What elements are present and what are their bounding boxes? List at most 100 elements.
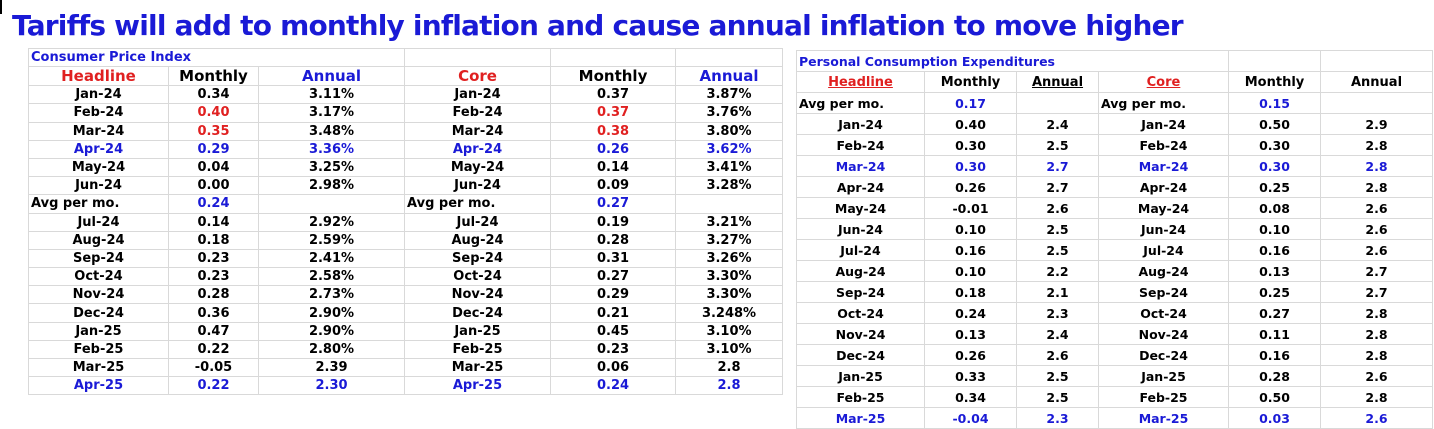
pce-core-monthly-header: Monthly: [1228, 71, 1321, 93]
pce-table: Personal Consumption Expenditures Headli…: [796, 50, 1433, 429]
cpi-core-annual-cell: 3.87%: [675, 85, 784, 105]
cpi-month-cell: Feb-25: [28, 339, 169, 360]
cpi-core-month-cell: Jan-25: [404, 321, 552, 341]
cpi-monthly-cell: 0.40: [168, 103, 259, 123]
cpi-table-row: Jan-24 0.34 3.11% Jan-24 0.37 3.87%: [28, 85, 784, 105]
pce-table-row: Aug-24 0.10 2.2 Aug-24 0.13 2.7: [796, 260, 1433, 282]
pce-monthly-cell: 0.24: [924, 302, 1017, 324]
pce-core-monthly-cell: 0.50: [1228, 113, 1321, 135]
pce-monthly-cell: -0.01: [924, 197, 1017, 219]
pce-core-monthly-cell: 0.10: [1228, 218, 1321, 240]
pce-empty-cell: [1320, 92, 1433, 114]
pce-month-cell: Nov-24: [796, 323, 925, 345]
pce-core-annual-cell: 2.8: [1320, 176, 1433, 198]
pce-monthly-cell: 0.10: [924, 260, 1017, 282]
cpi-annual-cell: 2.39: [257, 357, 406, 378]
pce-monthly-cell: 0.10: [924, 218, 1017, 240]
pce-month-cell: Sep-24: [796, 281, 925, 303]
pce-core-monthly-cell: 0.30: [1228, 155, 1321, 177]
cpi-annual-cell: 2.92%: [257, 212, 406, 232]
cpi-core-annual-cell: 3.62%: [675, 139, 784, 159]
pce-core-month-cell: Feb-24: [1098, 134, 1229, 156]
cpi-monthly-cell: 0.04: [168, 157, 259, 178]
pce-table-row: Mar-24 0.30 2.7 Mar-24 0.30 2.8: [796, 155, 1433, 177]
pce-annual-cell: 2.3: [1016, 407, 1099, 429]
cpi-core-month-cell: Nov-24: [404, 285, 552, 305]
cpi-core-avg-value: 0.27: [550, 194, 677, 214]
pce-monthly-cell: 0.30: [924, 155, 1017, 177]
cpi-monthly-cell: 0.36: [168, 303, 259, 323]
cpi-core-month-cell: Jul-24: [404, 212, 552, 232]
cpi-month-cell: Jun-24: [28, 176, 169, 196]
cpi-core-monthly-cell: 0.29: [550, 285, 677, 305]
cpi-core-month-cell: Sep-24: [404, 248, 552, 269]
cpi-monthly-cell: 0.23: [168, 248, 259, 269]
pce-month-cell: May-24: [796, 197, 925, 219]
cpi-table-row: Jul-24 0.14 2.92% Jul-24 0.19 3.21%: [28, 212, 784, 232]
pce-headline-header: Headline: [796, 71, 925, 93]
pce-annual-header: Annual: [1016, 71, 1099, 93]
pce-month-cell: Jan-25: [796, 365, 925, 387]
cpi-monthly-cell: 0.29: [168, 139, 259, 159]
cpi-annual-cell: 2.58%: [257, 267, 406, 287]
cpi-month-cell: Feb-24: [28, 103, 169, 123]
cpi-table-row: Aug-24 0.18 2.59% Aug-24 0.28 3.27%: [28, 230, 784, 250]
cpi-month-cell: Nov-24: [28, 285, 169, 305]
cpi-core-monthly-header: Monthly: [550, 66, 677, 87]
pce-month-cell: Jul-24: [796, 239, 925, 261]
cpi-core-monthly-cell: 0.27: [550, 267, 677, 287]
cpi-monthly-cell: 0.23: [168, 267, 259, 287]
pce-annual-cell: 2.3: [1016, 302, 1099, 324]
cpi-core-month-cell: Jun-24: [404, 176, 552, 196]
cpi-monthly-cell: 0.00: [168, 176, 259, 196]
cpi-core-month-cell: Apr-25: [404, 376, 552, 396]
pce-core-monthly-cell: 0.27: [1228, 302, 1321, 324]
pce-core-annual-cell: 2.6: [1320, 239, 1433, 261]
cpi-table-row: Jun-24 0.00 2.98% Jun-24 0.09 3.28%: [28, 176, 784, 196]
pce-month-cell: Aug-24: [796, 260, 925, 282]
pce-core-annual-cell: 2.8: [1320, 386, 1433, 408]
cpi-core-month-cell: Apr-24: [404, 139, 552, 159]
cpi-core-annual-cell: 3.30%: [675, 267, 784, 287]
pce-table-row: Nov-24 0.13 2.4 Nov-24 0.11 2.8: [796, 323, 1433, 345]
pce-core-annual-cell: 2.6: [1320, 218, 1433, 240]
page-title: Tariffs will add to monthly inflation an…: [12, 9, 1184, 42]
cpi-core-annual-cell: 3.248%: [675, 303, 784, 323]
cpi-core-monthly-cell: 0.19: [550, 212, 677, 232]
pce-core-monthly-cell: 0.16: [1228, 344, 1321, 366]
cpi-core-avg-label: Avg per mo.: [404, 194, 552, 214]
pce-annual-cell: 2.5: [1016, 239, 1099, 261]
cpi-table-row: Sep-24 0.23 2.41% Sep-24 0.31 3.26%: [28, 248, 784, 269]
cpi-month-cell: Aug-24: [28, 230, 169, 250]
pce-header-row: Headline Monthly Annual Core Monthly Ann…: [796, 71, 1433, 93]
pce-core-month-cell: Aug-24: [1098, 260, 1229, 282]
pce-avg-label: Avg per mo.: [796, 92, 925, 114]
pce-annual-cell: 2.1: [1016, 281, 1099, 303]
cpi-headline-header: Headline: [28, 66, 169, 87]
cpi-month-cell: Jul-24: [28, 212, 169, 232]
cpi-monthly-header: Monthly: [168, 66, 259, 87]
pce-core-avg-label: Avg per mo.: [1098, 92, 1229, 114]
pce-core-monthly-cell: 0.03: [1228, 407, 1321, 429]
cpi-core-monthly-cell: 0.38: [550, 121, 677, 141]
cpi-header-row: Headline Monthly Annual Core Monthly Ann…: [28, 66, 784, 87]
cpi-table-row: Nov-24 0.28 2.73% Nov-24 0.29 3.30%: [28, 285, 784, 305]
cpi-core-annual-cell: 3.26%: [675, 248, 784, 269]
pce-table-row: Jun-24 0.10 2.5 Jun-24 0.10 2.6: [796, 218, 1433, 240]
pce-table-row: Jul-24 0.16 2.5 Jul-24 0.16 2.6: [796, 239, 1433, 261]
cpi-monthly-cell: 0.28: [168, 285, 259, 305]
cpi-annual-cell: 2.41%: [257, 248, 406, 269]
pce-annual-cell: 2.6: [1016, 197, 1099, 219]
cpi-annual-cell: 2.80%: [257, 339, 406, 360]
cpi-monthly-cell: 0.35: [168, 121, 259, 141]
pce-core-month-cell: Oct-24: [1098, 302, 1229, 324]
pce-core-monthly-cell: 0.16: [1228, 239, 1321, 261]
cpi-core-monthly-cell: 0.21: [550, 303, 677, 323]
pce-core-month-cell: Mar-25: [1098, 407, 1229, 429]
cpi-month-cell: May-24: [28, 157, 169, 178]
cpi-core-month-cell: Oct-24: [404, 267, 552, 287]
cpi-core-monthly-cell: 0.24: [550, 376, 677, 396]
pce-monthly-header: Monthly: [924, 71, 1017, 93]
pce-core-month-cell: Jun-24: [1098, 218, 1229, 240]
pce-table-row: Apr-24 0.26 2.7 Apr-24 0.25 2.8: [796, 176, 1433, 198]
